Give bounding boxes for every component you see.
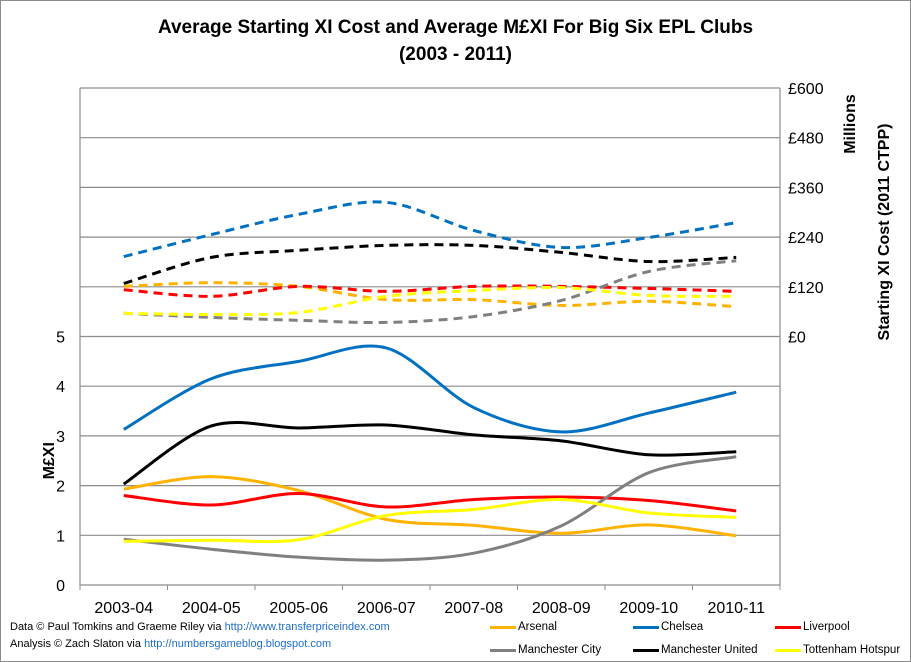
mxi-line-manchester-united bbox=[122, 420, 737, 486]
mxi-line-chelsea bbox=[122, 344, 737, 434]
legend-item-manchester-city: Manchester City bbox=[490, 644, 601, 656]
chart-title: Average Starting XI Cost and Average M£X… bbox=[157, 17, 754, 38]
mxi-line-tottenham-hotspur bbox=[123, 498, 737, 544]
legend-label: Tottenham Hotspur bbox=[803, 644, 901, 656]
left-tick-label: 1 bbox=[56, 528, 65, 545]
right-axis-unit-label: Millions bbox=[842, 94, 859, 154]
left-tick-label: 3 bbox=[56, 429, 65, 446]
left-tick-label: 2 bbox=[56, 479, 65, 496]
right-axis-label: Starting XI Cost (2011 CTPP) bbox=[876, 124, 893, 341]
x-tick-label: 2005-06 bbox=[269, 600, 328, 617]
legend-item-manchester-united: Manchester United bbox=[633, 644, 758, 656]
legend-swatch bbox=[633, 625, 659, 629]
left-tick-label: 4 bbox=[56, 379, 65, 396]
legend-label: Manchester City bbox=[518, 644, 602, 656]
cost-line-chelsea bbox=[123, 200, 737, 259]
right-tick-label: £480 bbox=[788, 131, 824, 148]
legend-item-chelsea: Chelsea bbox=[633, 621, 703, 633]
credits-data: Data © Paul Tomkins and Graeme Riley via… bbox=[10, 621, 390, 633]
right-tick-label: £0 bbox=[788, 330, 806, 347]
x-tick-label: 2009-10 bbox=[619, 600, 678, 617]
left-tick-label: 5 bbox=[56, 330, 65, 347]
right-tick-label: £360 bbox=[788, 180, 824, 197]
legend-swatch bbox=[775, 648, 801, 652]
legend-swatch bbox=[633, 648, 659, 652]
credits-analysis: Analysis © Zach Slaton via http://number… bbox=[10, 638, 331, 650]
mxi-line-manchester-city bbox=[123, 455, 737, 562]
right-tick-label: £120 bbox=[788, 280, 824, 297]
legend-label: Manchester United bbox=[661, 644, 758, 656]
x-tick-label: 2007-08 bbox=[444, 600, 503, 617]
credits-data-link[interactable]: http://www.transferpriceindex.com bbox=[224, 621, 390, 633]
x-tick-label: 2010-11 bbox=[707, 600, 765, 617]
left-tick-label: 0 bbox=[56, 578, 65, 595]
x-tick-label: 2004-05 bbox=[182, 600, 241, 617]
x-tick-label: 2008-09 bbox=[532, 600, 591, 617]
x-tick-label: 2006-07 bbox=[357, 600, 416, 617]
cost-line-liverpool bbox=[123, 284, 737, 298]
credits-analysis-link[interactable]: http://numbersgameblog.blogspot.com bbox=[144, 638, 332, 650]
legend-swatch bbox=[490, 625, 516, 629]
legend-item-arsenal: Arsenal bbox=[490, 621, 557, 633]
cost-line-arsenal bbox=[123, 281, 737, 309]
legend-item-tottenham-hotspur: Tottenham Hotspur bbox=[775, 644, 900, 656]
legend-label: Liverpool bbox=[803, 621, 850, 633]
cost-line-manchester-united bbox=[123, 243, 737, 285]
credits-data-text: Data © Paul Tomkins and Graeme Riley via bbox=[10, 621, 225, 633]
legend-label: Arsenal bbox=[518, 621, 557, 633]
x-tick-label: 2003-04 bbox=[94, 600, 153, 617]
credits-analysis-text: Analysis © Zach Slaton via bbox=[10, 638, 145, 650]
cost-line-manchester-city bbox=[123, 259, 737, 325]
left-axis-label: M£XI bbox=[41, 442, 58, 479]
legend-swatch bbox=[490, 648, 516, 652]
right-tick-label: £240 bbox=[788, 230, 824, 247]
mxi-line-liverpool bbox=[123, 492, 737, 513]
legend-swatch bbox=[775, 625, 801, 629]
chart-subtitle: (2003 - 2011) bbox=[398, 44, 513, 65]
legend-label: Chelsea bbox=[661, 621, 704, 633]
mxi-line-arsenal bbox=[123, 475, 737, 538]
legend-item-liverpool: Liverpool bbox=[775, 621, 850, 633]
cost-line-tottenham-hotspur bbox=[123, 285, 737, 317]
right-tick-label: £600 bbox=[788, 81, 824, 98]
